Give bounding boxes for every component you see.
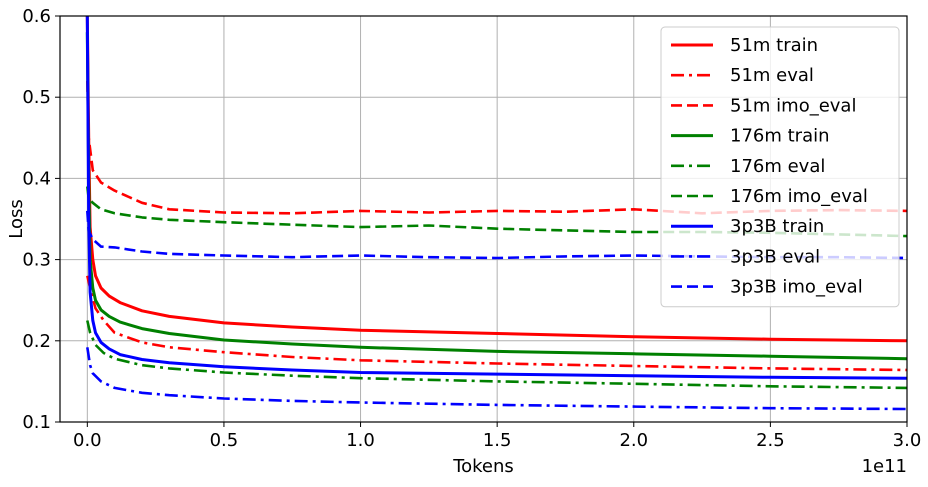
x-tick-label: 1.0: [346, 430, 375, 451]
series-line-4: [86, 320, 907, 390]
x-axis-offset-label: 1e11: [862, 456, 907, 477]
x-tick-label: 1.5: [483, 430, 512, 451]
series-line-7: [86, 347, 907, 411]
plot-frame: [59, 15, 908, 423]
legend-label: 176m imo_eval: [730, 186, 868, 207]
x-axis-label: Tokens: [452, 456, 514, 477]
x-tick-label: 0.5: [210, 430, 239, 451]
x-tick-label: 2.5: [756, 430, 785, 451]
legend-label: 51m eval: [730, 65, 814, 86]
y-tick-label: 0.5: [22, 87, 51, 108]
legend-label: 3p3B train: [730, 216, 824, 237]
series-line-6: [85, 16, 907, 380]
y-tick-label: 0.3: [22, 250, 51, 271]
legend-label: 3p3B eval: [730, 246, 820, 267]
legend-label: 176m eval: [730, 156, 825, 177]
x-tick-label: 0.0: [73, 430, 102, 451]
legend-label: 176m train: [730, 126, 830, 147]
y-axis-ticks: 0.1 0.2 0.3 0.4 0.5 0.6: [22, 6, 60, 433]
legend: 51m train 51m eval 51m imo_eval 176m train 1…: [660, 26, 900, 308]
legend-label: 3p3B imo_eval: [730, 277, 863, 298]
legend-box: [660, 26, 900, 308]
legend-label: 51m train: [730, 35, 818, 56]
x-axis-ticks: 0.0 0.5 1.0 1.5 2.0 2.5 3.0: [73, 422, 921, 451]
legend-label: 51m imo_eval: [730, 95, 856, 116]
y-tick-label: 0.6: [22, 6, 51, 27]
series-line-1: [86, 275, 907, 372]
series-line-0: [85, 16, 907, 343]
x-tick-label: 2.0: [619, 430, 648, 451]
series-line-8: [86, 210, 907, 260]
y-tick-label: 0.4: [22, 168, 51, 189]
y-tick-label: 0.2: [22, 331, 51, 352]
y-axis-label: Loss: [6, 199, 27, 238]
x-tick-label: 3.0: [893, 430, 922, 451]
series-line-3: [85, 32, 907, 361]
y-tick-label: 0.1: [22, 412, 51, 433]
series-lines: [85, 16, 907, 411]
